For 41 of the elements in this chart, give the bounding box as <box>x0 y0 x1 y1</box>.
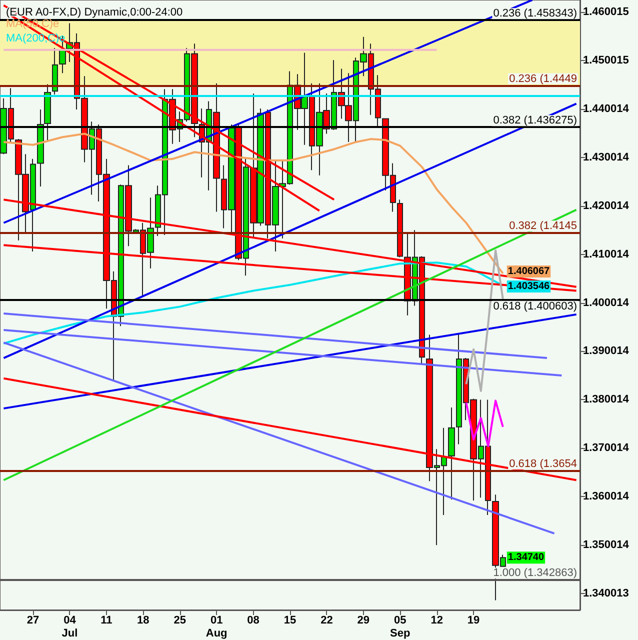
x-tick-label: 12 <box>430 614 443 626</box>
line-series <box>2 132 504 274</box>
x-tick-label: 25 <box>174 614 186 626</box>
ref-line-label: 0.618 (1.400603) <box>493 300 577 312</box>
ref-line-label: 1.000 (1.342863) <box>493 567 577 580</box>
x-tick-label: 11 <box>100 614 112 626</box>
ref-line-label: 0.382 (1.4145 <box>509 220 577 232</box>
y-tick-label: 1.350014 <box>583 539 630 552</box>
data-label: 1.403546 <box>508 281 550 292</box>
x-tick-label: 05 Sep <box>390 614 410 640</box>
x-tick-label: 01 Aug <box>206 614 228 640</box>
data-label: 1.406067 <box>508 266 550 278</box>
ref-line-label: 0.618 (1.3654 <box>509 458 577 470</box>
y-tick-label: 1.370014 <box>583 442 630 454</box>
y-tick-label: 1.400014 <box>583 296 630 309</box>
text: 1.34740 <box>508 552 544 564</box>
y-tick-label: 1.410014 <box>583 248 630 260</box>
candlestick <box>44 84 51 142</box>
ref-line-label: 0.236 (1.458343) <box>493 8 577 20</box>
y-tick-label: 1.450015 <box>583 54 629 66</box>
x-tick-label: 19 <box>467 614 480 626</box>
ref-line-label: 0.236 (1.4449 <box>509 72 577 85</box>
y-tick-label: 1.340013 <box>583 587 629 600</box>
candlestick <box>448 406 455 500</box>
x-tick-label: 15 <box>284 614 296 626</box>
y-tick-label: 1.420014 <box>583 200 630 212</box>
y-tick-label: 1.430014 <box>583 151 630 164</box>
y-tick-label: 1.380014 <box>583 394 630 406</box>
y-tick-label: 1.460015 <box>583 6 629 18</box>
y-tick-label: 1.440014 <box>583 102 630 115</box>
x-tick-label: 08 <box>247 614 260 626</box>
y-tick-label: 1.390014 <box>583 345 630 358</box>
x-tick-label: 29 <box>357 614 370 626</box>
y-tick-label: 1.360014 <box>583 490 630 503</box>
line-series <box>465 400 504 448</box>
candlestick <box>52 47 58 95</box>
x-tick-label: 22 <box>320 614 333 626</box>
x-tick-label: 18 <box>137 614 150 626</box>
x-tick-label: 04 Jul <box>62 614 78 640</box>
x-tick-label: 27 <box>26 614 40 626</box>
ref-line-label: 0.382 (1.436275) <box>493 114 577 127</box>
